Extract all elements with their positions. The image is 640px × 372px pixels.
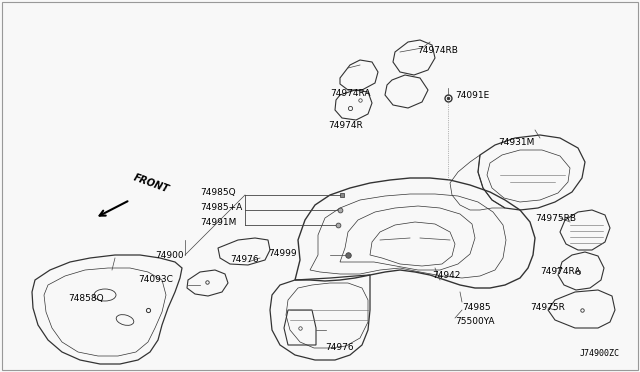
Text: 74976: 74976 <box>230 256 259 264</box>
Text: 74974R: 74974R <box>328 121 363 129</box>
Text: 74976: 74976 <box>325 343 354 353</box>
Text: 74931M: 74931M <box>498 138 534 147</box>
Text: 74091E: 74091E <box>455 90 489 99</box>
Text: 74974RB: 74974RB <box>417 45 458 55</box>
Text: 74999: 74999 <box>268 248 296 257</box>
Text: 74985+A: 74985+A <box>200 202 243 212</box>
Text: 74975RB: 74975RB <box>535 214 576 222</box>
Text: 74974RA: 74974RA <box>540 267 580 276</box>
Text: 74900: 74900 <box>155 250 184 260</box>
Text: 74942: 74942 <box>432 270 460 279</box>
Text: J74900ZC: J74900ZC <box>580 349 620 358</box>
Text: 74985Q: 74985Q <box>200 187 236 196</box>
Text: 74974RA: 74974RA <box>330 89 371 97</box>
Text: FRONT: FRONT <box>132 173 170 195</box>
Text: 74975R: 74975R <box>530 304 565 312</box>
Text: 75500YA: 75500YA <box>455 317 495 327</box>
Text: 74858Q: 74858Q <box>68 294 104 302</box>
Text: 74991M: 74991M <box>200 218 236 227</box>
Text: 74985: 74985 <box>462 304 491 312</box>
Text: 74093C: 74093C <box>138 276 173 285</box>
